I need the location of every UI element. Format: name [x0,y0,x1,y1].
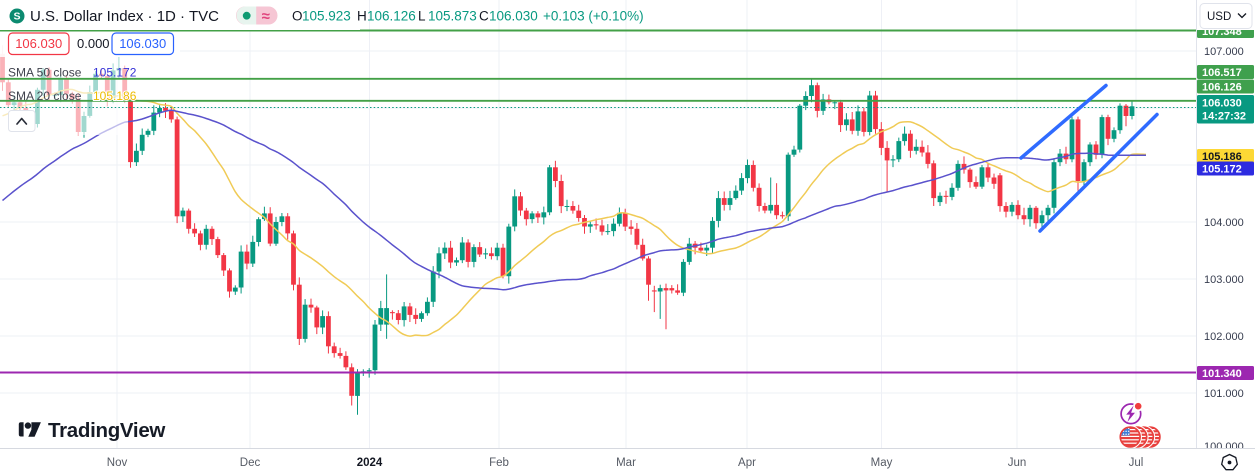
svg-text:101.340: 101.340 [1202,368,1242,380]
svg-text:SMA 50 close: SMA 50 close [8,66,82,80]
svg-text:C: C [479,9,489,24]
svg-text:106.030: 106.030 [489,9,538,24]
svg-text:0.000: 0.000 [77,36,110,51]
svg-text:101.000: 101.000 [1204,388,1244,400]
svg-text:Jul: Jul [1129,457,1144,469]
svg-text:USD: USD [1207,11,1231,23]
svg-text:Mar: Mar [616,457,636,469]
svg-text:Apr: Apr [738,457,756,469]
svg-text:H: H [357,9,367,24]
svg-text:TradingView: TradingView [48,419,165,442]
svg-text:106.030: 106.030 [119,36,166,51]
svg-text:Feb: Feb [489,457,509,469]
svg-text:14:27:32: 14:27:32 [1202,111,1246,123]
svg-text:Dec: Dec [240,457,261,469]
svg-text:105.923: 105.923 [302,9,351,24]
svg-text:Jun: Jun [1008,457,1027,469]
svg-text:2024: 2024 [357,457,383,469]
svg-text:107.000: 107.000 [1204,46,1244,58]
svg-text:103.000: 103.000 [1204,274,1244,286]
svg-text:105.172: 105.172 [1202,163,1242,175]
svg-text:U.S. Dollar Index · 1D · TVC: U.S. Dollar Index · 1D · TVC [30,8,219,25]
svg-text:+0.103 (+0.10%): +0.103 (+0.10%) [543,9,644,24]
svg-text:102.000: 102.000 [1204,331,1244,343]
svg-text:SMA 20 close: SMA 20 close [8,89,82,103]
svg-text:L: L [418,9,426,24]
svg-text:106.126: 106.126 [1202,81,1242,93]
svg-text:May: May [871,457,893,469]
svg-text:106.126: 106.126 [367,9,416,24]
svg-text:O: O [292,9,303,24]
svg-text:105.873: 105.873 [428,9,477,24]
svg-text:106.517: 106.517 [1202,67,1242,79]
svg-text:104.000: 104.000 [1204,217,1244,229]
svg-text:106.030: 106.030 [15,36,62,51]
svg-text:S: S [13,11,20,23]
svg-text:106.030: 106.030 [1202,98,1242,110]
svg-text:105.186: 105.186 [1202,151,1242,163]
svg-text:≈: ≈ [262,8,270,25]
svg-text:Nov: Nov [107,457,128,469]
svg-text:105.172: 105.172 [93,66,137,80]
svg-text:105.186: 105.186 [93,89,137,103]
